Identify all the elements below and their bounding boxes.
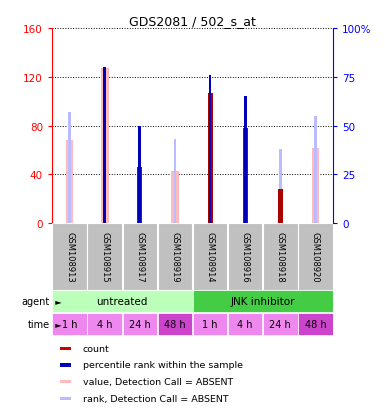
Text: percentile rank within the sample: percentile rank within the sample [83, 361, 243, 370]
Text: rank, Detection Call = ABSENT: rank, Detection Call = ABSENT [83, 394, 229, 403]
Text: GSM108915: GSM108915 [100, 232, 109, 282]
Text: GSM108913: GSM108913 [65, 232, 74, 282]
Bar [193, 313, 227, 335]
Text: untreated: untreated [97, 297, 148, 306]
Bar [122, 224, 157, 290]
Bar [60, 397, 70, 400]
Bar [68, 113, 71, 224]
Bar [193, 224, 227, 290]
Bar [298, 224, 333, 290]
Bar [60, 380, 70, 384]
Bar [87, 313, 122, 335]
Text: ►: ► [50, 297, 62, 306]
Bar [87, 224, 122, 290]
Text: 48 h: 48 h [305, 319, 326, 329]
Bar [243, 129, 248, 224]
Bar [60, 347, 70, 351]
Text: JNK inhibitor: JNK inhibitor [231, 297, 295, 306]
Title: GDS2081 / 502_s_at: GDS2081 / 502_s_at [129, 15, 256, 28]
Text: GSM108919: GSM108919 [171, 232, 179, 282]
Text: agent: agent [22, 297, 50, 306]
Text: 1 h: 1 h [202, 319, 218, 329]
Text: GSM108914: GSM108914 [206, 232, 214, 282]
Bar [158, 313, 192, 335]
Bar [60, 363, 70, 367]
Text: ►: ► [50, 320, 62, 329]
Text: GSM108920: GSM108920 [311, 232, 320, 282]
Bar [208, 93, 213, 224]
Text: 4 h: 4 h [97, 319, 112, 329]
Bar [138, 126, 141, 224]
Bar [298, 313, 333, 335]
Bar [158, 224, 192, 290]
Text: time: time [28, 319, 50, 329]
Text: 1 h: 1 h [62, 319, 77, 329]
Bar [52, 313, 87, 335]
Bar [278, 190, 283, 224]
Text: 4 h: 4 h [238, 319, 253, 329]
Text: GSM108916: GSM108916 [241, 232, 250, 282]
Text: 48 h: 48 h [164, 319, 186, 329]
Bar [228, 313, 263, 335]
Bar [52, 291, 192, 312]
Bar [52, 224, 87, 290]
Text: GSM108917: GSM108917 [135, 232, 144, 282]
Bar [244, 97, 247, 224]
Bar [174, 140, 176, 224]
Bar [192, 291, 333, 312]
Bar [209, 76, 211, 224]
Text: value, Detection Call = ABSENT: value, Detection Call = ABSENT [83, 377, 233, 386]
Bar [314, 116, 317, 224]
Text: 24 h: 24 h [270, 319, 291, 329]
Bar [263, 224, 298, 290]
Bar [137, 168, 142, 224]
Bar [171, 171, 179, 224]
Text: 24 h: 24 h [129, 319, 151, 329]
Bar [263, 313, 298, 335]
Text: GSM108918: GSM108918 [276, 232, 285, 282]
Bar [279, 150, 282, 224]
Bar [122, 313, 157, 335]
Text: count: count [83, 344, 110, 354]
Bar [66, 141, 74, 224]
Bar [101, 69, 109, 224]
Bar [103, 68, 106, 224]
Bar [228, 224, 263, 290]
Bar [311, 148, 319, 224]
